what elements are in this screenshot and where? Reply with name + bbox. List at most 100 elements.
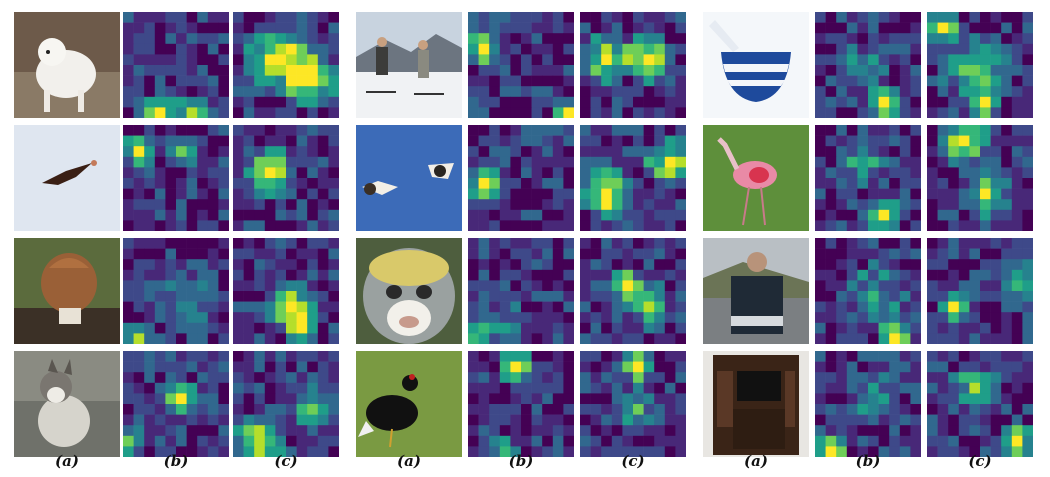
heatmap-cell xyxy=(123,425,134,437)
heatmap-cell xyxy=(123,435,134,447)
heatmap-cell xyxy=(296,238,308,249)
heatmap-cell xyxy=(1011,248,1023,260)
heatmap-cell xyxy=(889,178,901,189)
heatmap-cell xyxy=(563,322,574,334)
heatmap-cell xyxy=(643,333,655,344)
heatmap-cell xyxy=(510,188,522,200)
heatmap-cell xyxy=(531,351,543,362)
heatmap-cell xyxy=(937,178,949,189)
heatmap-cell xyxy=(664,372,676,384)
heatmap-cell xyxy=(286,86,297,98)
heatmap-cell xyxy=(123,446,134,457)
heatmap-cell xyxy=(1001,96,1013,108)
heatmap-cell xyxy=(123,361,134,373)
heatmap-cell xyxy=(207,372,219,384)
heatmap-cell xyxy=(846,167,858,179)
heatmap-cell xyxy=(958,33,970,45)
heatmap-cell xyxy=(176,301,187,313)
heatmap-cell xyxy=(825,22,837,34)
heatmap-cell xyxy=(254,178,266,189)
heatmap-cell xyxy=(889,65,901,76)
heatmap-cell xyxy=(675,12,686,23)
heatmap-cell xyxy=(478,65,490,76)
heatmap-cell xyxy=(296,425,308,437)
heatmap-cell xyxy=(1022,125,1033,136)
heatmap-cell xyxy=(531,361,543,373)
heatmap-cell xyxy=(654,425,666,437)
heatmap-cell xyxy=(990,54,1002,66)
heatmap-cell xyxy=(990,125,1002,136)
heatmap-cell xyxy=(948,12,960,23)
heatmap-cell xyxy=(521,65,532,76)
heatmap-cell xyxy=(197,414,209,426)
heatmap-cell xyxy=(601,269,613,281)
heatmap-cell xyxy=(186,372,198,384)
heatmap-cell xyxy=(563,280,574,292)
heatmap-cell xyxy=(990,135,1002,147)
heatmap-cell xyxy=(948,238,960,249)
heatmap-cell xyxy=(836,125,848,136)
heatmap-cell xyxy=(489,361,501,373)
heatmap-cell xyxy=(296,167,308,179)
heatmap-cell xyxy=(980,414,991,426)
heatmap-cell xyxy=(207,22,219,34)
heatmap-cell xyxy=(286,209,297,221)
heatmap-cell xyxy=(664,301,676,313)
heatmap-cell xyxy=(980,107,991,118)
heatmap-cell xyxy=(286,382,297,394)
heatmap-cell xyxy=(937,382,949,394)
heatmap-cell xyxy=(286,33,297,45)
heatmap-cell xyxy=(286,301,297,313)
heatmap-cell xyxy=(489,54,501,66)
heatmap-cell xyxy=(899,65,911,76)
heatmap-cell xyxy=(133,156,145,168)
heatmap-cell xyxy=(927,43,938,55)
heatmap-cell xyxy=(133,382,145,394)
heatmap-cell xyxy=(317,393,329,405)
heatmap-cell xyxy=(857,178,869,189)
heatmap-cell xyxy=(468,446,479,457)
heatmap-cell xyxy=(123,96,134,108)
heatmap-cell xyxy=(154,333,166,344)
heatmap-cell xyxy=(542,33,554,45)
heatmap-cell xyxy=(611,167,623,179)
heatmap-cell xyxy=(317,269,329,281)
heatmap-cell xyxy=(825,382,837,394)
heatmap-cell xyxy=(307,322,319,334)
heatmap-cell xyxy=(580,75,591,87)
heatmap-cell xyxy=(254,238,266,249)
heatmap-cell xyxy=(846,414,858,426)
heatmap-cell xyxy=(622,259,634,271)
photo-person-in-sweater xyxy=(703,238,809,344)
heatmap-cell xyxy=(133,372,145,384)
heatmap-grid xyxy=(580,12,686,118)
heatmap-cell xyxy=(286,22,297,34)
heatmap-cell xyxy=(123,238,134,249)
heatmap-cell xyxy=(531,135,543,147)
heatmap-cell xyxy=(857,361,869,373)
heatmap-cell xyxy=(836,96,848,108)
heatmap-cell xyxy=(654,291,666,302)
heatmap-cell xyxy=(1011,280,1023,292)
heatmap-cell xyxy=(590,259,602,271)
heatmap-cell xyxy=(468,269,479,281)
heatmap-cell xyxy=(542,361,554,373)
heatmap-cell xyxy=(218,382,229,394)
heatmap-cell xyxy=(243,96,255,108)
heatmap-cell xyxy=(980,435,991,447)
heatmap-cell xyxy=(165,125,177,136)
heatmap-cell xyxy=(521,259,532,271)
heatmap-cell xyxy=(899,199,911,211)
heatmap-cell xyxy=(133,280,145,292)
heatmap-cell xyxy=(531,393,543,405)
heatmap-cell xyxy=(478,446,490,457)
heatmap-cell xyxy=(899,435,911,447)
heatmap-cell xyxy=(857,33,869,45)
heatmap-cell xyxy=(499,12,511,23)
heatmap-cell xyxy=(218,435,229,447)
heatmap-cell xyxy=(286,238,297,249)
heatmap-cell xyxy=(563,65,574,76)
heatmap-cell xyxy=(542,96,554,108)
heatmap-cell xyxy=(580,86,591,98)
heatmap-cell xyxy=(1001,312,1013,324)
